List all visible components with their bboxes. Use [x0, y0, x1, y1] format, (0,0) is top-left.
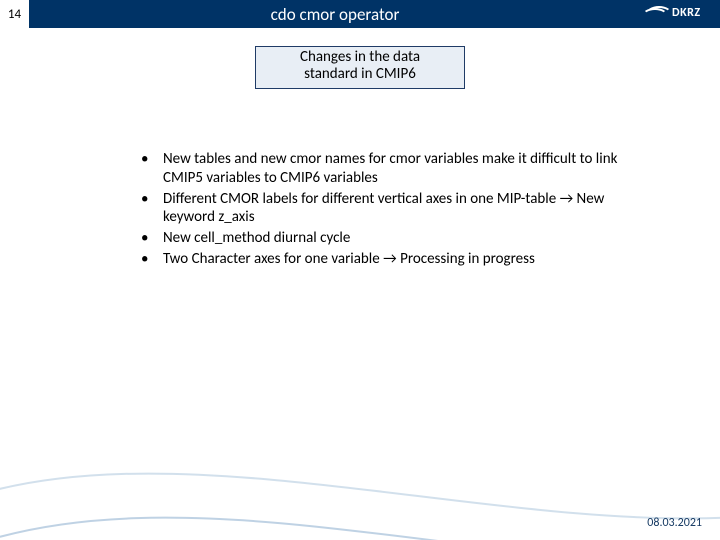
page-number: 14	[0, 0, 30, 28]
subtitle-line-2: standard in CMIP6	[262, 66, 458, 83]
bullet-item: New cell_method diurnal cycle	[135, 229, 625, 248]
logo-text: DKRZ	[672, 6, 701, 20]
slide: 14 cdo cmor operator DKRZ Changes in the…	[0, 0, 720, 540]
header-bar: 14 cdo cmor operator DKRZ	[0, 0, 720, 28]
bullet-item: Two Character axes for one variable → Pr…	[135, 250, 625, 269]
bullet-list: New tables and new cmor names for cmor v…	[135, 150, 625, 271]
bullet-item: Different CMOR labels for different vert…	[135, 190, 625, 228]
bullet-item: New tables and new cmor names for cmor v…	[135, 150, 625, 188]
subtitle-line-1: Changes in the data	[262, 49, 458, 66]
logo-swoosh-icon	[642, 6, 668, 20]
subtitle-box: Changes in the data standard in CMIP6	[255, 46, 465, 89]
dkrz-logo: DKRZ	[642, 2, 712, 24]
background-swoosh	[0, 290, 720, 540]
footer-date: 08.03.2021	[647, 516, 702, 530]
header-title: cdo cmor operator	[30, 4, 720, 25]
